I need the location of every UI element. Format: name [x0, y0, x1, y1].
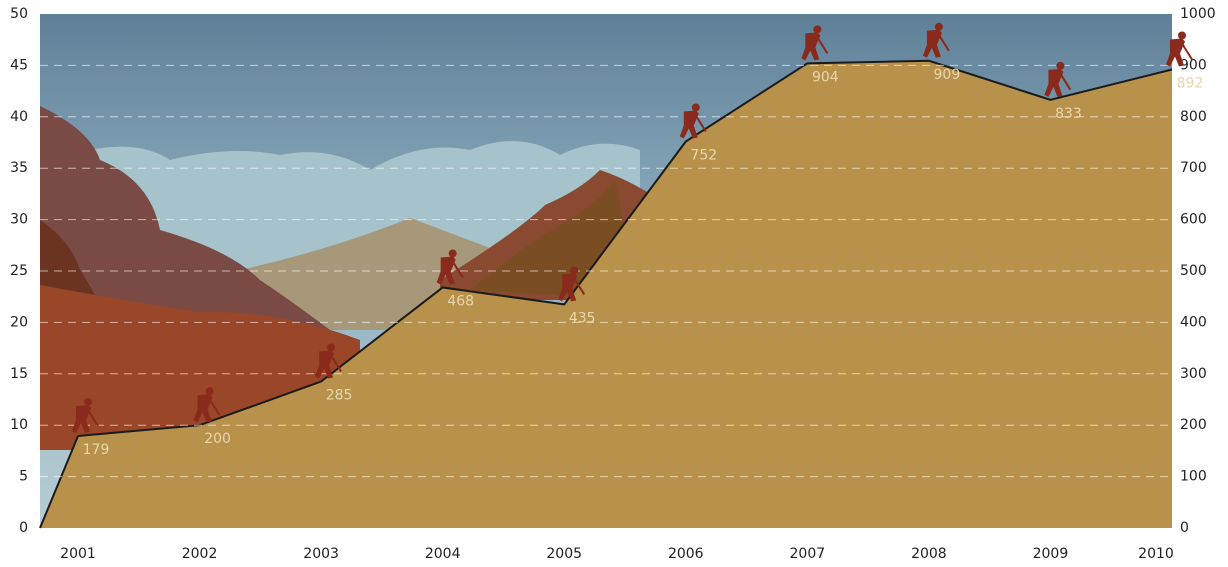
miner	[922, 22, 950, 58]
value-label: 285	[326, 388, 353, 404]
y-tick-label: 10	[10, 417, 28, 433]
area	[40, 60, 1172, 529]
value-label: 435	[569, 310, 596, 326]
y2-tick-label: 0	[1180, 520, 1189, 536]
x-tick-label: 2005	[546, 546, 582, 562]
y2-tick-label: 700	[1180, 160, 1207, 176]
mountain	[40, 106, 330, 330]
y2-tick-label: 900	[1180, 57, 1207, 73]
x-tick-label: 2004	[425, 546, 461, 562]
lead-line	[39, 435, 79, 529]
y2-tick-label: 300	[1180, 366, 1207, 382]
value-label: 909	[934, 67, 961, 83]
y-tick-label: 25	[10, 263, 28, 279]
y-tick-label: 40	[10, 109, 28, 125]
x-tick-label: 2007	[790, 546, 826, 562]
miner	[801, 25, 829, 61]
value-label: 892	[1177, 76, 1204, 92]
y-tick-label: 50	[10, 6, 28, 22]
value-label: 468	[447, 293, 474, 309]
value-label: 833	[1055, 106, 1082, 122]
line	[77, 59, 1173, 437]
miner	[1166, 31, 1193, 67]
value-label: 752	[690, 147, 717, 163]
miner	[679, 103, 707, 139]
y-tick-label: 35	[10, 160, 28, 176]
y2-tick-label: 400	[1180, 314, 1207, 330]
y-tick-label: 5	[19, 469, 28, 485]
x-tick-label: 2008	[911, 546, 947, 562]
miner	[558, 266, 586, 302]
x-tick-label: 2009	[1033, 546, 1069, 562]
y2-tick-label: 500	[1180, 263, 1207, 279]
x-tick-label: 2010	[1138, 546, 1174, 562]
y-tick-label: 30	[10, 212, 28, 228]
y-tick-label: 20	[10, 314, 28, 330]
miner	[315, 343, 342, 379]
x-tick-label: 2003	[303, 546, 339, 562]
y2-tick-label: 200	[1180, 417, 1207, 433]
y2-tick-label: 800	[1180, 109, 1207, 125]
miner	[72, 397, 99, 433]
miner	[193, 387, 221, 423]
x-tick-label: 2002	[182, 546, 218, 562]
y-tick-label: 0	[19, 520, 28, 536]
value-label: 179	[83, 442, 110, 458]
miner	[1044, 61, 1072, 97]
x-tick-label: 2006	[668, 546, 704, 562]
y2-tick-label: 100	[1180, 469, 1207, 485]
y-tick-label: 45	[10, 57, 28, 73]
x-tick-label: 2001	[60, 546, 96, 562]
miner	[436, 249, 464, 285]
value-label: 200	[204, 431, 231, 447]
y2-tick-label: 1000	[1180, 6, 1216, 22]
y2-tick-label: 600	[1180, 212, 1207, 228]
value-label: 904	[812, 69, 839, 85]
y-tick-label: 15	[10, 366, 28, 382]
